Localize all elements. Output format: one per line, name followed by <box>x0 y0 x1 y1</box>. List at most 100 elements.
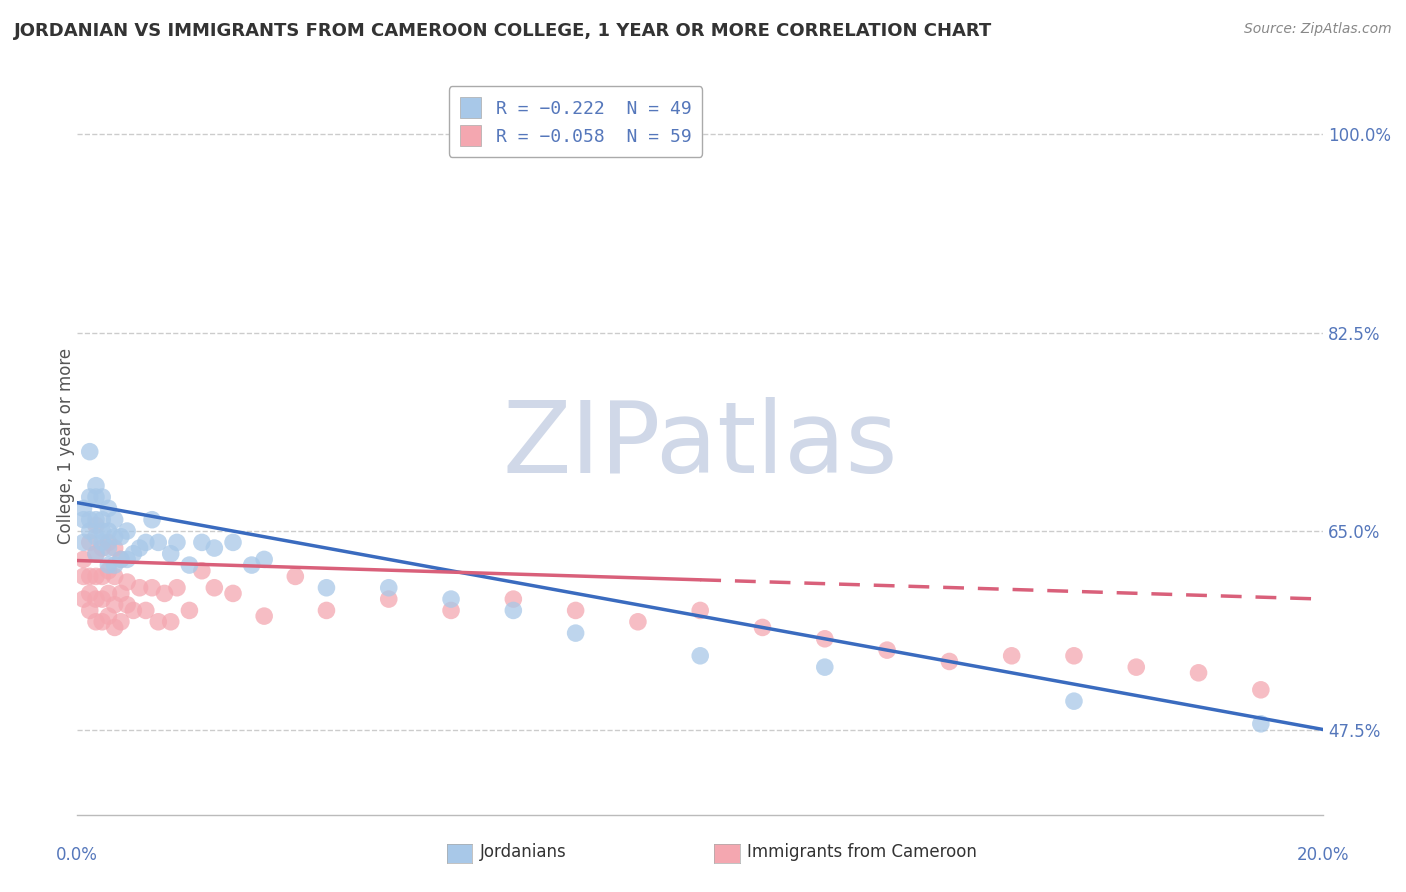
Point <box>97 558 120 572</box>
Point <box>91 535 114 549</box>
Point <box>159 547 181 561</box>
Point <box>91 569 114 583</box>
Point <box>1125 660 1147 674</box>
Point <box>104 530 127 544</box>
Point <box>938 655 960 669</box>
Point <box>141 513 163 527</box>
Point <box>814 632 837 646</box>
Point <box>240 558 263 572</box>
Point <box>79 535 101 549</box>
Point <box>128 541 150 555</box>
Point <box>148 535 170 549</box>
Point <box>79 569 101 583</box>
Point <box>179 558 201 572</box>
Point <box>315 603 337 617</box>
Point <box>153 586 176 600</box>
Point <box>1250 716 1272 731</box>
Point <box>97 609 120 624</box>
Point <box>79 603 101 617</box>
Point <box>191 564 214 578</box>
Point <box>97 541 120 555</box>
Point <box>110 552 132 566</box>
Point <box>202 581 225 595</box>
Point <box>122 603 145 617</box>
Point <box>84 478 107 492</box>
Point <box>1001 648 1024 663</box>
Point <box>84 592 107 607</box>
Point <box>97 564 120 578</box>
Point <box>159 615 181 629</box>
Point <box>91 615 114 629</box>
Point <box>166 581 188 595</box>
Point <box>689 603 711 617</box>
Point <box>104 541 127 555</box>
Point <box>104 558 127 572</box>
Point <box>502 603 524 617</box>
Point <box>115 575 138 590</box>
Point <box>84 513 107 527</box>
Point <box>91 592 114 607</box>
Point <box>128 581 150 595</box>
Point <box>814 660 837 674</box>
Point <box>502 592 524 607</box>
Point <box>84 490 107 504</box>
Text: 0.0%: 0.0% <box>56 846 98 863</box>
Point <box>72 552 94 566</box>
Point <box>104 569 127 583</box>
Point <box>627 615 650 629</box>
Text: Immigrants from Cameroon: Immigrants from Cameroon <box>747 843 977 861</box>
Point <box>110 586 132 600</box>
Point <box>72 592 94 607</box>
Point <box>72 535 94 549</box>
Point <box>97 586 120 600</box>
Point <box>564 603 586 617</box>
Point <box>179 603 201 617</box>
Point <box>148 615 170 629</box>
Point <box>115 598 138 612</box>
Point <box>97 501 120 516</box>
Point <box>91 490 114 504</box>
Point <box>1063 648 1085 663</box>
Point <box>97 524 120 538</box>
Point <box>72 501 94 516</box>
Text: 20.0%: 20.0% <box>1296 846 1350 863</box>
Point <box>91 513 114 527</box>
Point <box>315 581 337 595</box>
Point <box>191 535 214 549</box>
Point <box>222 586 245 600</box>
Point <box>115 552 138 566</box>
Point <box>440 592 463 607</box>
Point <box>1250 682 1272 697</box>
Point <box>79 513 101 527</box>
Text: Source: ZipAtlas.com: Source: ZipAtlas.com <box>1244 22 1392 37</box>
Point <box>104 620 127 634</box>
Point <box>115 524 138 538</box>
Point <box>564 626 586 640</box>
Point <box>79 444 101 458</box>
Legend: R = −0.222  N = 49, R = −0.058  N = 59: R = −0.222 N = 49, R = −0.058 N = 59 <box>449 87 703 157</box>
Point <box>689 648 711 663</box>
Point <box>751 620 773 634</box>
Point <box>110 552 132 566</box>
Point <box>440 603 463 617</box>
Point <box>1063 694 1085 708</box>
Point <box>72 513 94 527</box>
Point <box>79 586 101 600</box>
Text: Jordanians: Jordanians <box>479 843 567 861</box>
Point <box>284 569 307 583</box>
Point <box>79 524 101 538</box>
Point <box>1187 665 1209 680</box>
Point <box>135 535 157 549</box>
Point <box>253 609 276 624</box>
Point <box>84 615 107 629</box>
Point <box>253 552 276 566</box>
Point <box>84 569 107 583</box>
Point <box>84 530 107 544</box>
Point <box>104 598 127 612</box>
Point <box>377 592 399 607</box>
Point <box>104 513 127 527</box>
Point <box>91 524 114 538</box>
Point <box>91 541 114 555</box>
Point <box>222 535 245 549</box>
Point <box>79 490 101 504</box>
